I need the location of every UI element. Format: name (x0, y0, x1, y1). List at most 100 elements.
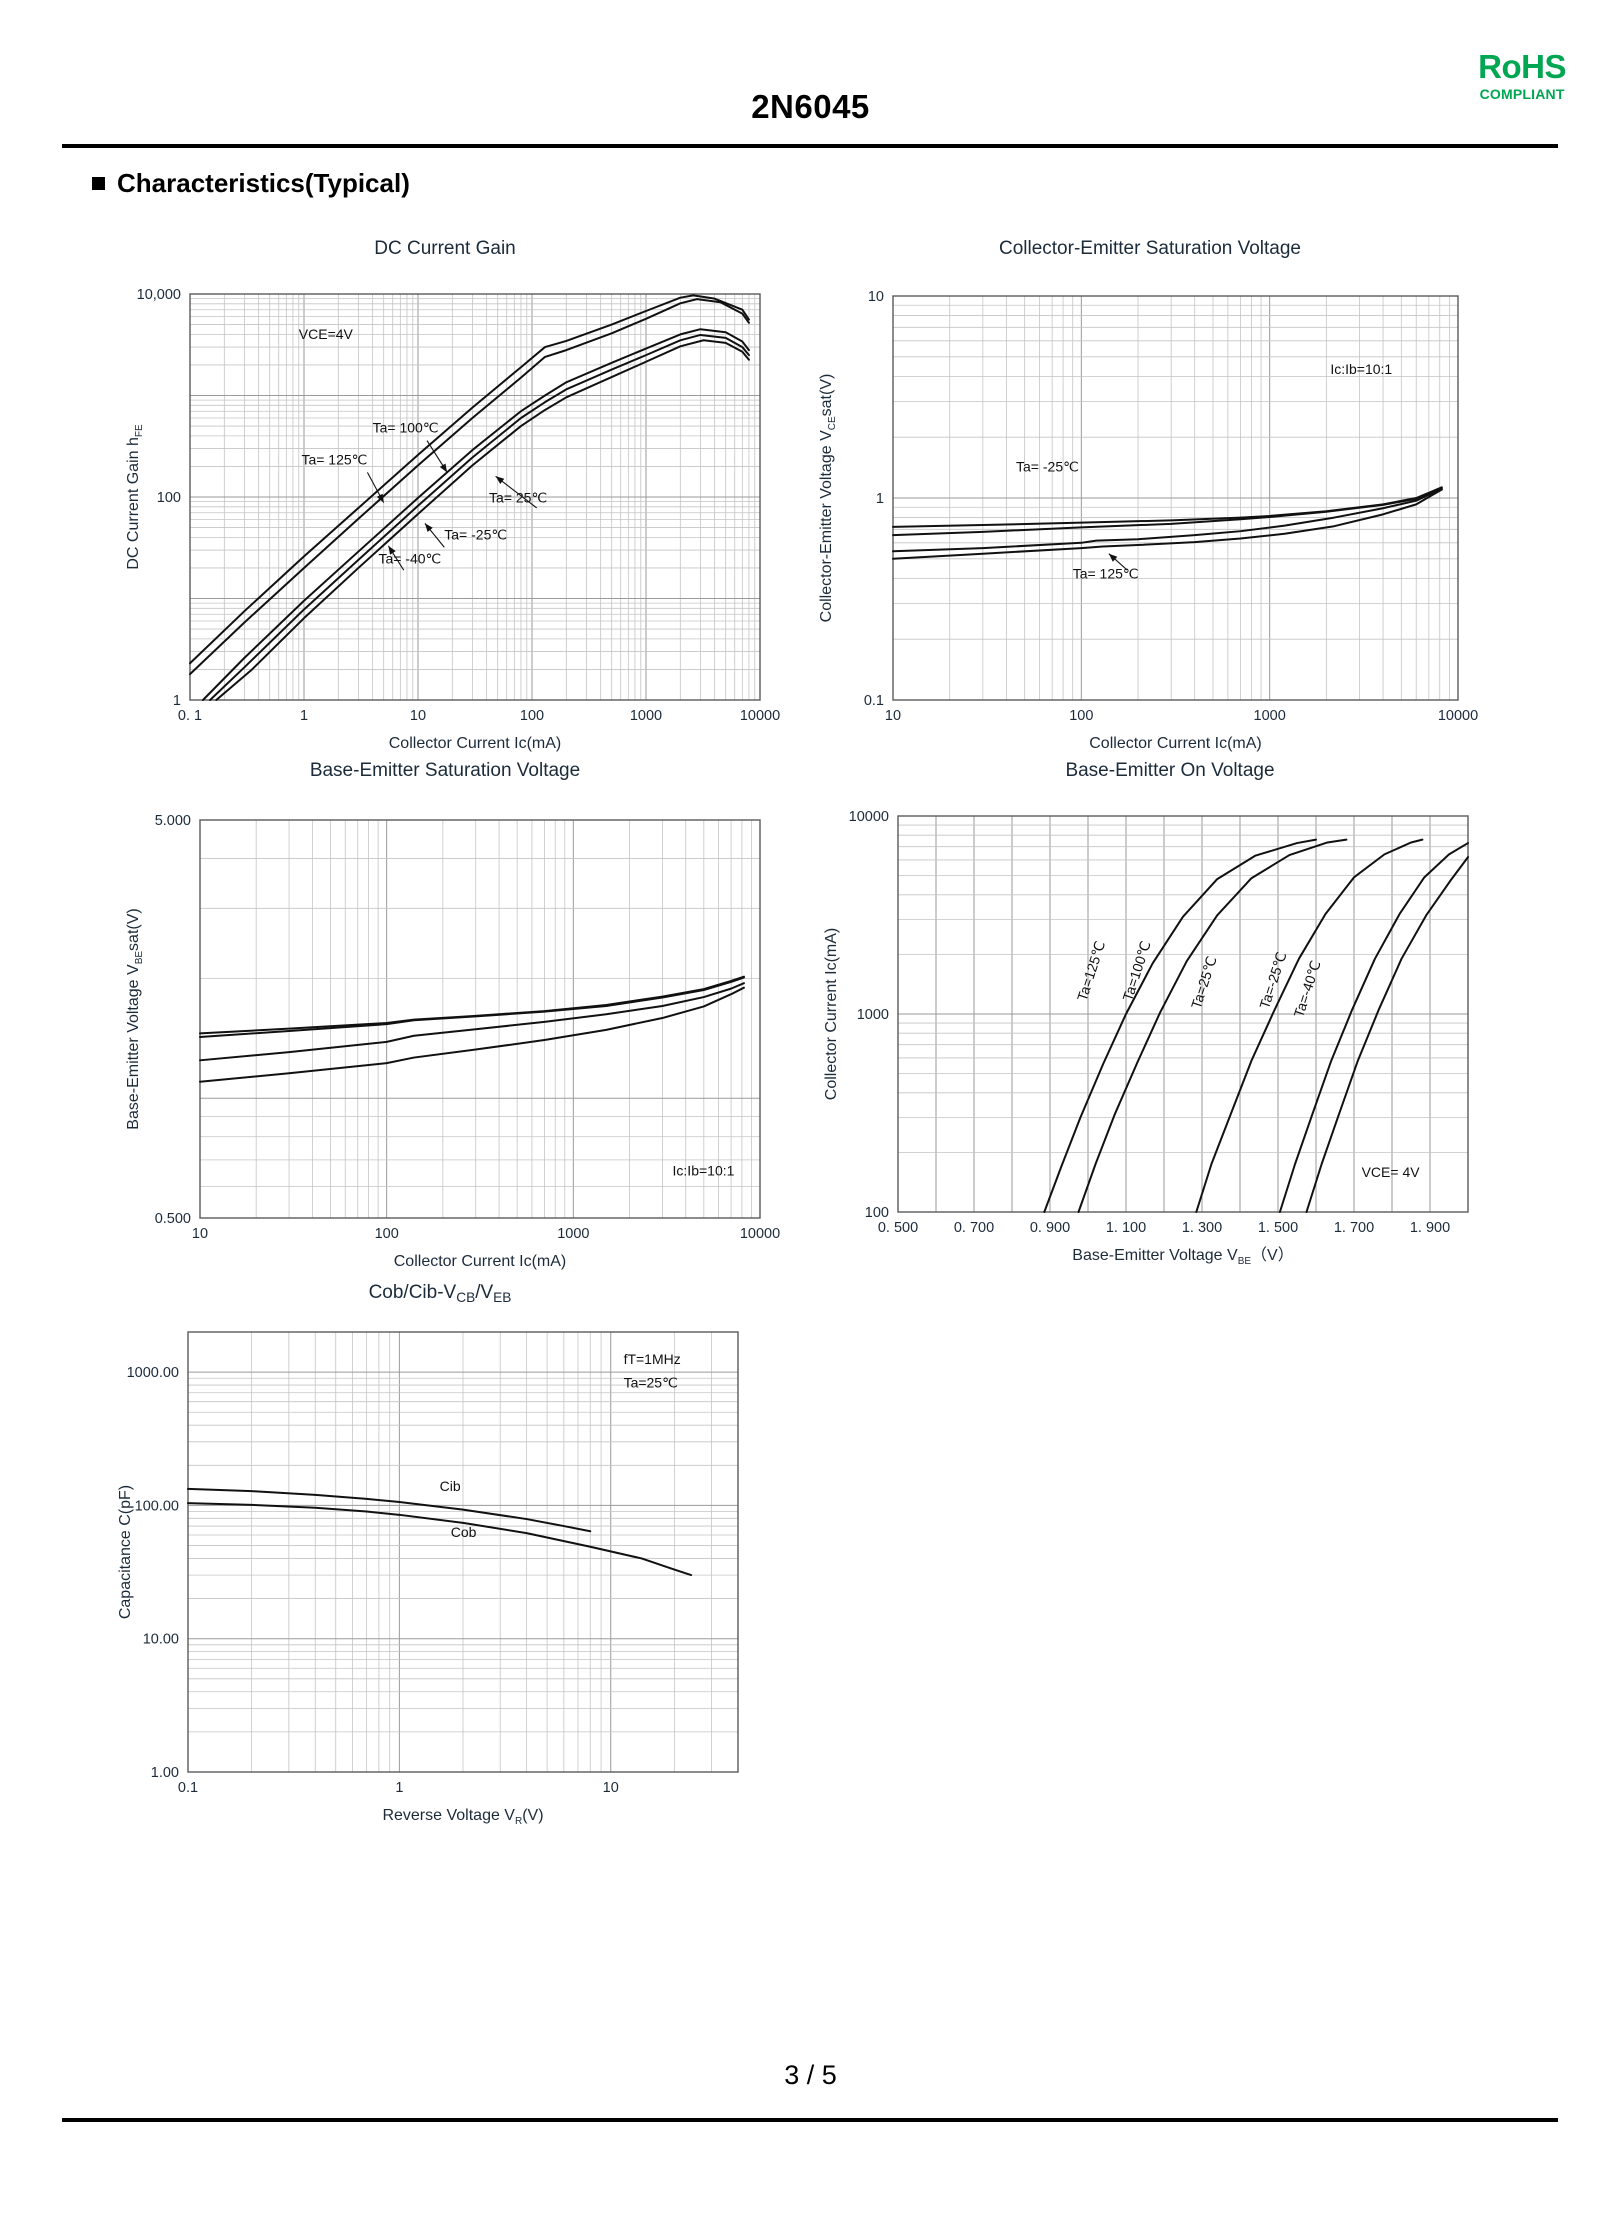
plot-frame (189, 293, 761, 701)
page-header: 2N6045 RoHS COMPLIANT (0, 0, 1621, 150)
y-tick-label: 100 (865, 1205, 889, 1221)
series-line (189, 294, 750, 665)
data-series (189, 294, 750, 701)
x-tick-label: 0. 1 (178, 708, 202, 724)
part-number: 2N6045 (751, 88, 870, 125)
curve-label: Ta=125℃ (1074, 939, 1108, 1003)
data-series (187, 1487, 693, 1577)
title-text: Cob/Cib-V (368, 1282, 457, 1303)
plot-frame (199, 819, 761, 1219)
x-tick-label: 10000 (740, 708, 780, 724)
x-tick-label: 10000 (1438, 708, 1478, 724)
x-tick-label: 1000 (630, 708, 662, 724)
axis-tick-labels: 10 100 1000 10000 0.1 1 10 (864, 289, 1478, 724)
x-axis-title: Collector Current Ic(mA) (389, 735, 561, 752)
x-tick-label: 0.1 (178, 1780, 198, 1796)
axis-tick-labels: 0.1 1 10 1.00 10.00 100.00 1000.00 (127, 1365, 619, 1796)
x-tick-label: 10 (885, 708, 901, 724)
curve-label: Ta=-25℃ (1256, 950, 1289, 1011)
chart-plot: 0. 500 0. 700 0. 900 1. 100 1. 300 1. 500 1. 7… (823, 809, 1469, 1267)
series-line (187, 1487, 592, 1533)
y-tick-label: 1 (876, 491, 884, 507)
series-line (892, 487, 1443, 537)
series-line (201, 328, 750, 701)
chart-annotation: VCE=4V (299, 326, 354, 342)
rohs-label: RoHS (1478, 48, 1566, 85)
y-tick-label: 100.00 (135, 1498, 179, 1514)
y-axis-title: Collector Current Ic(mA) (823, 928, 840, 1100)
series-line (1278, 842, 1469, 1213)
y-axis-title: Capacitance C(pF) (117, 1485, 134, 1619)
header-divider (62, 144, 1558, 148)
grid (189, 293, 761, 701)
plot-frame (897, 815, 1469, 1213)
annotation-arrowhead (388, 545, 396, 555)
axis-tick-labels: 0. 500 0. 700 0. 900 1. 100 1. 300 1. 500 1. 7… (849, 809, 1450, 1236)
chart-cob-cib-capacitance: Cob/Cib-VCB/VEB 0.1 1 10 1.00 10.00 100.00 100… (90, 1282, 790, 1827)
series-line (1195, 838, 1424, 1213)
chart-annotation: Ta=25℃ (624, 1374, 678, 1390)
series-line (209, 333, 750, 701)
grid (897, 815, 1469, 1213)
x-axis-title: Reverse Voltage VR(V) (382, 1807, 543, 1827)
square-bullet-icon (92, 177, 105, 190)
chart-annotation: Ic:Ib=10:1 (1330, 361, 1392, 377)
chart-plot: 10 100 1000 10000 0.500 5.000 Collector Curren… (125, 813, 780, 1270)
series-line (892, 487, 1443, 553)
x-tick-label: 100 (520, 708, 544, 724)
x-axis-title: Base-Emitter Voltage VBE（V） (1072, 1246, 1293, 1267)
chart-plot: 10 100 1000 10000 0.1 1 10 Collector Current Ic… (818, 289, 1478, 752)
annotation-arrowhead (376, 493, 384, 503)
title-text: /V (475, 1282, 494, 1303)
chart-base-emitter-on-voltage: Base-Emitter On Voltage 0. 500 0. 700 0. 9… (820, 760, 1520, 1267)
series-line (1305, 856, 1469, 1213)
series-line (189, 298, 750, 676)
x-tick-label: 1. 900 (1410, 1220, 1450, 1236)
y-tick-label: 10,000 (137, 287, 181, 303)
plot-frame (187, 1331, 739, 1773)
y-axis-title: DC Current Gain hFE (125, 424, 145, 570)
chart-annotation: Ta= 25℃ (489, 490, 547, 506)
annotation-arrowhead (495, 476, 505, 485)
chart-plot: 0.1 1 10 1.00 10.00 100.00 1000.00 Reverse Volt… (117, 1331, 739, 1827)
chart-collector-emitter-saturation-voltage: Collector-Emitter Saturation Voltage 10 1… (800, 238, 1500, 752)
annotation-leader (495, 475, 538, 509)
y-tick-label: 10 (868, 289, 884, 305)
chart-annotation: Cib (440, 1478, 461, 1494)
section-title: Characteristics(Typical) (117, 168, 410, 198)
data-series (199, 975, 745, 1083)
chart-title: Base-Emitter Saturation Voltage (309, 760, 581, 781)
y-tick-label: 0.500 (155, 1211, 191, 1227)
footer-divider (62, 2118, 1558, 2122)
series-line (215, 339, 750, 701)
chart-annotation: VCE= 4V (1362, 1164, 1421, 1180)
x-tick-label: 10 (603, 1780, 619, 1796)
plot-frame (892, 295, 1459, 701)
chart-title: DC Current Gain (374, 238, 516, 259)
y-axis-title: Base-Emitter Voltage VBEsat(V) (125, 908, 145, 1129)
series-line (199, 976, 745, 1038)
chart-annotation: Cob (451, 1524, 477, 1540)
x-tick-label: 1. 100 (1106, 1220, 1146, 1236)
chart-title: Cob/Cib-VCB/VEB (90, 1282, 790, 1305)
chart-base-emitter-saturation-voltage: Base-Emitter Saturation Voltage 10 100 100… (100, 760, 790, 1270)
chart-annotation: Ta= 125℃ (1073, 565, 1139, 581)
grid (187, 1331, 739, 1773)
grid (892, 295, 1459, 701)
annotation-arrowhead (439, 463, 448, 473)
x-tick-label: 1. 300 (1182, 1220, 1222, 1236)
axis-tick-labels: 10 100 1000 10000 0.500 5.000 (155, 813, 780, 1242)
x-tick-label: 0. 700 (954, 1220, 994, 1236)
x-tick-label: 1 (395, 1780, 403, 1796)
series-line (1043, 838, 1317, 1213)
series-line (187, 1502, 693, 1577)
y-tick-label: 1000.00 (127, 1365, 179, 1381)
title-subscript: EB (493, 1289, 512, 1305)
section-heading: Characteristics(Typical) (92, 168, 410, 199)
curve-label: Ta=25℃ (1188, 954, 1220, 1011)
annotation-arrowhead (1108, 553, 1118, 562)
x-tick-label: 1000 (1254, 708, 1286, 724)
series-line (1077, 838, 1348, 1213)
